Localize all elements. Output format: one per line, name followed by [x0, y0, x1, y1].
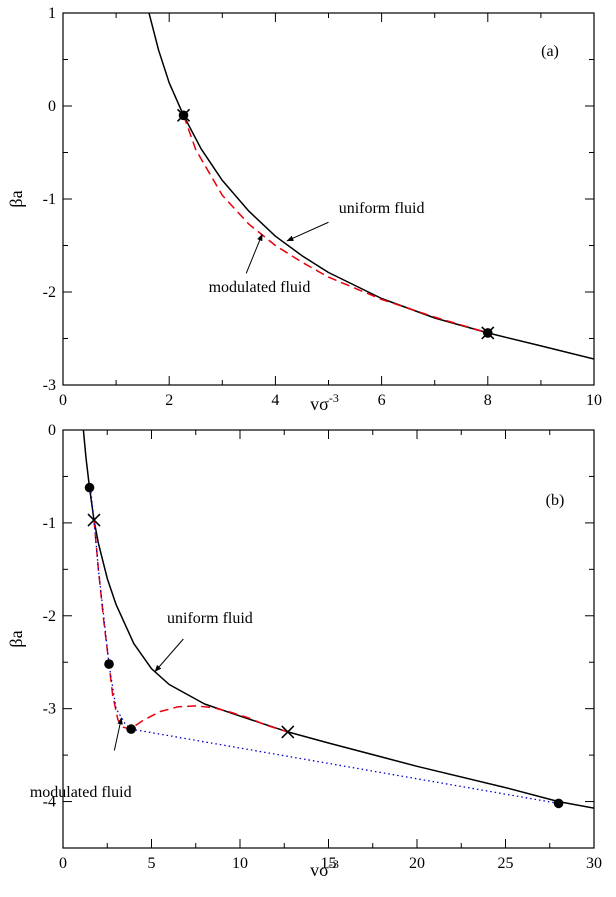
y-axis-label: βa	[6, 630, 26, 647]
y-tick-label: -2	[43, 284, 56, 301]
series-tie-line-2	[89, 487, 132, 730]
y-tick-label: -3	[43, 701, 56, 718]
x-tick-label: 10	[586, 392, 602, 409]
panel-label: (b)	[546, 492, 565, 509]
panel-a-chart: 0 2 4 6 8 10 -3 -2 -1 0 1 uniform fluid modulated fl…	[6, 5, 602, 414]
x-tick-label: 15	[321, 855, 337, 872]
x-tick-label: 0	[59, 855, 67, 872]
annotation-label: modulated fluid	[30, 784, 132, 801]
x-tick-label: 5	[148, 855, 156, 872]
plot-frame	[62, 12, 595, 386]
x-tick-label: 0	[59, 392, 67, 409]
x-tick-label: 8	[484, 392, 492, 409]
x-tick-label: 10	[232, 855, 248, 872]
point-marker	[553, 798, 564, 809]
panel-label: (a)	[541, 43, 559, 60]
point-marker	[104, 659, 114, 669]
point-marker	[126, 724, 136, 734]
series-uniform-fluid	[148, 13, 594, 360]
series-uniform-fluid	[82, 430, 594, 809]
annotation-label: uniform fluid	[167, 610, 253, 627]
x-axis-label: vσ-3	[310, 391, 339, 414]
annotation-arrow	[245, 233, 263, 274]
y-tick-label: 0	[48, 98, 56, 115]
cross-marker	[87, 513, 101, 527]
series-modulated-fluid	[182, 115, 489, 334]
y-tick-label: -1	[43, 515, 56, 532]
y-tick-label: -3	[43, 377, 56, 394]
y-tick-label: -4	[43, 794, 56, 811]
x-tick-label: 6	[378, 392, 386, 409]
y-tick-label: -2	[43, 608, 56, 625]
annotation-arrow	[286, 221, 329, 242]
cross-marker	[281, 725, 295, 739]
y-tick-label: 0	[48, 422, 56, 439]
y-tick-label: 1	[48, 5, 56, 22]
x-tick-label: 20	[409, 855, 425, 872]
x-axis-label-exponent: -3	[329, 391, 339, 405]
cross-marker	[481, 326, 495, 340]
x-axis-label-exponent: -3	[329, 857, 339, 871]
plot-frame	[62, 429, 595, 849]
cross-marker	[176, 108, 191, 122]
annotation-label: uniform fluid	[339, 200, 425, 217]
x-tick-label: 30	[586, 855, 602, 872]
annotation-arrow	[154, 638, 184, 673]
annotation-arrow	[113, 717, 123, 751]
x-tick-label: 4	[271, 392, 279, 409]
y-axis-label: βa	[6, 190, 26, 207]
point-marker	[84, 482, 95, 493]
x-axis-label: vσ-3	[310, 857, 339, 880]
annotation-label: modulated fluid	[209, 279, 311, 296]
x-tick-label: 2	[165, 392, 173, 409]
panel-b-chart: 0 5 10 15 20 25 30 -4 -3 -2 -1 0 uniform fluid modula…	[6, 422, 602, 880]
series-tie-line-3	[130, 728, 559, 805]
y-tick-label: -1	[43, 191, 56, 208]
x-tick-label: 25	[498, 855, 514, 872]
